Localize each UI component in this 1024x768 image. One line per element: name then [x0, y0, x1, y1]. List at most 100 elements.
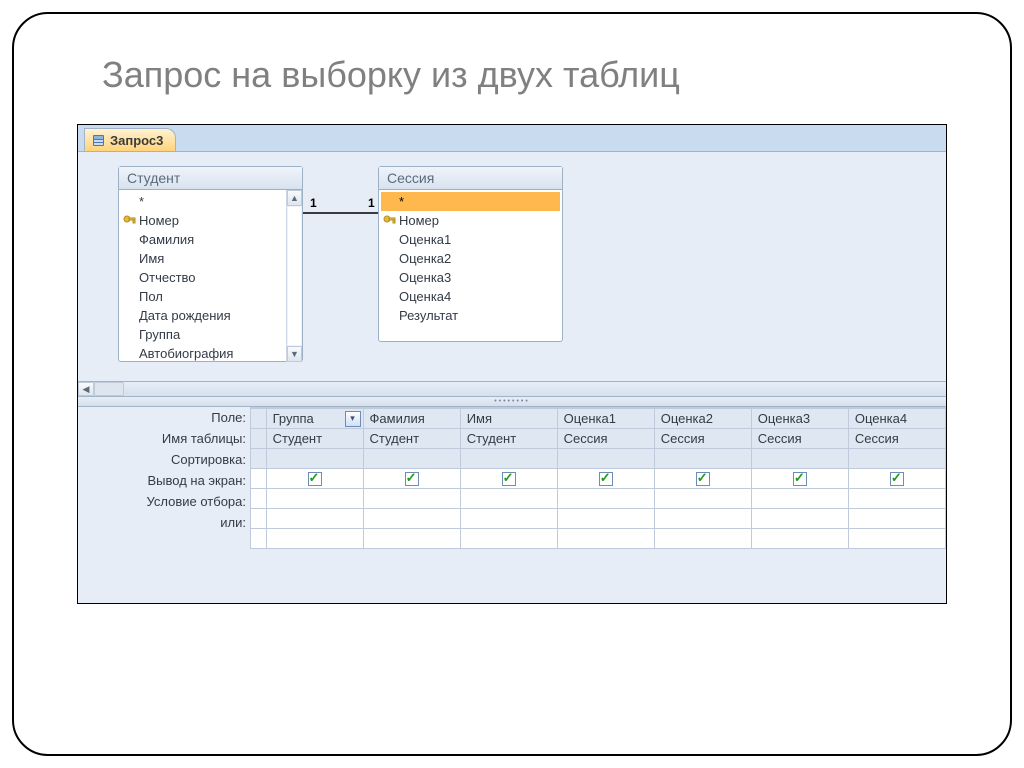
cell-show-5[interactable]: [751, 469, 848, 489]
cell-field-5[interactable]: Оценка3: [751, 409, 848, 429]
cell-crit-3[interactable]: [557, 489, 654, 509]
checkbox-icon[interactable]: [502, 472, 516, 486]
dropdown-icon[interactable]: ▾: [345, 411, 361, 427]
cell-x-4[interactable]: [654, 529, 751, 549]
cell-sort-2[interactable]: [460, 449, 557, 469]
row-selector[interactable]: [251, 529, 267, 549]
cell-show-2[interactable]: [460, 469, 557, 489]
row-selector[interactable]: [251, 509, 267, 529]
cell-show-6[interactable]: [848, 469, 945, 489]
checkbox-icon[interactable]: [308, 472, 322, 486]
field-nomer[interactable]: Номер: [121, 211, 284, 230]
cell-table-4[interactable]: Сессия: [654, 429, 751, 449]
checkbox-icon[interactable]: [696, 472, 710, 486]
cell-show-3[interactable]: [557, 469, 654, 489]
cell-table-5[interactable]: Сессия: [751, 429, 848, 449]
cell-crit-2[interactable]: [460, 489, 557, 509]
scroll-left-icon[interactable]: ◀: [78, 382, 94, 396]
cell-field-4[interactable]: Оценка2: [654, 409, 751, 429]
diagram-pane[interactable]: Студент * Номер Фамилия Имя Отчество Пол…: [78, 151, 946, 381]
cell-x-5[interactable]: [751, 529, 848, 549]
checkbox-icon[interactable]: [405, 472, 419, 486]
cell-table-2[interactable]: Студент: [460, 429, 557, 449]
hscroll-thumb[interactable]: [94, 382, 124, 396]
cell-x-2[interactable]: [460, 529, 557, 549]
field-result[interactable]: Результат: [381, 306, 560, 325]
relation-card-left: 1: [310, 196, 317, 210]
field-pol[interactable]: Пол: [121, 287, 284, 306]
cell-sort-3[interactable]: [557, 449, 654, 469]
cell-show-4[interactable]: [654, 469, 751, 489]
row-selector[interactable]: [251, 449, 267, 469]
field-nomer2[interactable]: Номер: [381, 211, 560, 230]
row-selector[interactable]: [251, 429, 267, 449]
row-selector[interactable]: [251, 469, 267, 489]
scroll-up-icon[interactable]: ▲: [287, 190, 302, 206]
cell-x-3[interactable]: [557, 529, 654, 549]
cell-sort-1[interactable]: [363, 449, 460, 469]
cell-table-1[interactable]: Студент: [363, 429, 460, 449]
field-autobio[interactable]: Автобиография: [121, 344, 284, 362]
tab-query3[interactable]: Запрос3: [84, 128, 176, 151]
field-ocenka3[interactable]: Оценка3: [381, 268, 560, 287]
cell-crit-0[interactable]: [266, 489, 363, 509]
table-student-header: Студент: [119, 167, 302, 190]
field-dob[interactable]: Дата рождения: [121, 306, 284, 325]
cell-x-0[interactable]: [266, 529, 363, 549]
cell-crit-5[interactable]: [751, 489, 848, 509]
cell-field-6[interactable]: Оценка4: [848, 409, 945, 429]
cell-or-2[interactable]: [460, 509, 557, 529]
table-student[interactable]: Студент * Номер Фамилия Имя Отчество Пол…: [118, 166, 303, 362]
cell-field-0[interactable]: Группа▾: [266, 409, 363, 429]
field-ocenka4[interactable]: Оценка4: [381, 287, 560, 306]
relation-line[interactable]: [303, 210, 378, 216]
cell-or-6[interactable]: [848, 509, 945, 529]
qbe-row-field: Группа▾ Фамилия Имя Оценка1 Оценка2 Оцен…: [251, 409, 946, 429]
cell-field-2[interactable]: Имя: [460, 409, 557, 429]
row-selector[interactable]: [251, 409, 267, 429]
cell-crit-6[interactable]: [848, 489, 945, 509]
field-imya[interactable]: Имя: [121, 249, 284, 268]
cell-show-0[interactable]: [266, 469, 363, 489]
row-selector[interactable]: [251, 489, 267, 509]
table-session[interactable]: Сессия * Номер Оценка1 Оценка2 Оценка3 О…: [378, 166, 563, 342]
scroll-thumb[interactable]: [288, 207, 301, 345]
cell-or-3[interactable]: [557, 509, 654, 529]
cell-sort-0[interactable]: [266, 449, 363, 469]
cell-sort-6[interactable]: [848, 449, 945, 469]
field-gruppa[interactable]: Группа: [121, 325, 284, 344]
diagram-hscroll[interactable]: ◀: [78, 381, 946, 397]
scroll-down-icon[interactable]: ▼: [287, 346, 302, 362]
cell-sort-4[interactable]: [654, 449, 751, 469]
cell-field-3[interactable]: Оценка1: [557, 409, 654, 429]
checkbox-icon[interactable]: [890, 472, 904, 486]
cell-or-5[interactable]: [751, 509, 848, 529]
field-star[interactable]: *: [381, 192, 560, 211]
cell-or-0[interactable]: [266, 509, 363, 529]
field-ocenka2[interactable]: Оценка2: [381, 249, 560, 268]
cell-show-1[interactable]: [363, 469, 460, 489]
checkbox-icon[interactable]: [599, 472, 613, 486]
pane-splitter[interactable]: ••••••••: [78, 397, 946, 407]
field-star[interactable]: *: [121, 192, 284, 211]
qbe-grid[interactable]: Группа▾ Фамилия Имя Оценка1 Оценка2 Оцен…: [250, 407, 946, 604]
cell-x-6[interactable]: [848, 529, 945, 549]
qbe-row-criteria: [251, 489, 946, 509]
cell-field-1[interactable]: Фамилия: [363, 409, 460, 429]
cell-sort-5[interactable]: [751, 449, 848, 469]
qbe-row-extra: [251, 529, 946, 549]
cell-crit-1[interactable]: [363, 489, 460, 509]
cell-table-3[interactable]: Сессия: [557, 429, 654, 449]
cell-or-4[interactable]: [654, 509, 751, 529]
field-ocenka1[interactable]: Оценка1: [381, 230, 560, 249]
cell-table-6[interactable]: Сессия: [848, 429, 945, 449]
student-scrollbar[interactable]: ▲ ▼: [286, 190, 302, 362]
field-otchestvo[interactable]: Отчество: [121, 268, 284, 287]
cell-or-1[interactable]: [363, 509, 460, 529]
cell-crit-4[interactable]: [654, 489, 751, 509]
hscroll-track[interactable]: [94, 382, 946, 396]
field-familia[interactable]: Фамилия: [121, 230, 284, 249]
cell-x-1[interactable]: [363, 529, 460, 549]
checkbox-icon[interactable]: [793, 472, 807, 486]
cell-table-0[interactable]: Студент: [266, 429, 363, 449]
